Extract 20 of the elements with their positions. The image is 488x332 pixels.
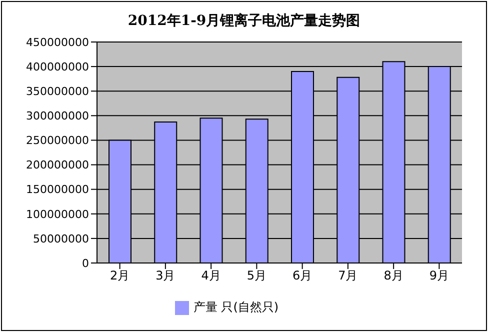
chart-title: 2012年1-9月锂离子电池产量走势图: [126, 12, 362, 30]
y-tick-label: 150000000: [26, 183, 89, 196]
x-tick-label: 9月: [429, 268, 450, 283]
legend-label: 产量 只(自然只): [193, 300, 279, 314]
x-tick-label: 6月: [292, 268, 312, 283]
x-tick-label: 4月: [201, 268, 221, 283]
x-tick-label: 5月: [246, 268, 267, 283]
y-tick-label: 350000000: [26, 85, 89, 98]
x-tick-label: 3月: [156, 268, 176, 283]
x-tick-label: 2月: [110, 268, 130, 283]
y-tick-label: 100000000: [26, 208, 89, 221]
y-tick-label: 50000000: [33, 232, 89, 246]
y-tick-label: 250000000: [26, 134, 89, 148]
y-tick-label: 400000000: [26, 60, 89, 74]
y-tick-label: 0: [82, 256, 89, 270]
y-tick-label: 200000000: [26, 158, 89, 172]
y-tick-label: 450000000: [26, 36, 89, 49]
y-tick-label: 300000000: [26, 110, 89, 123]
x-tick-label: 8月: [384, 268, 404, 283]
x-tick-label: 7月: [338, 268, 358, 283]
